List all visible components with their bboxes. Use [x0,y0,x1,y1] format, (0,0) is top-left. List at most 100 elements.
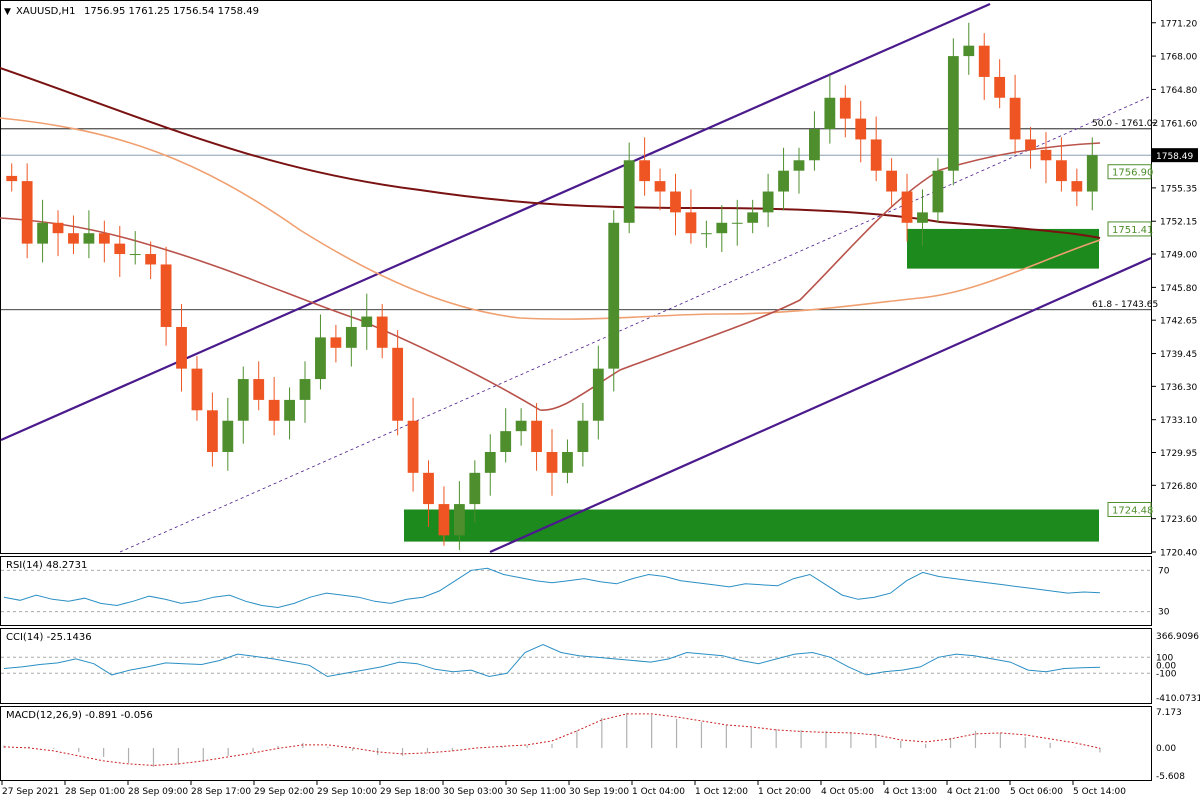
price-axis[interactable]: 1771.201768.001764.801761.601758.401755.… [1152,19,1197,559]
candle-body [546,451,558,473]
price-tick-label: 1733.10 [1160,416,1197,426]
indicator-panes: 7030366.90961000.00-100-410.07317.1730.0… [1,566,1200,782]
support-zones [404,228,1099,542]
candle-body [731,222,743,224]
time-tick-label: 1 Oct 20:00 [758,787,811,797]
candle-body [1071,181,1083,192]
price-tick-label: 1752.15 [1160,218,1197,228]
cci-tick-label: 366.9096 [1156,632,1199,642]
current-price-label: 1758.49 [1156,152,1193,162]
ohlc-readout: 1756.95 1761.25 1756.54 1758.49 [84,6,259,17]
cci-title: CCI(14) -25.1436 [6,632,92,643]
candle-body [639,160,651,182]
cci-tick-label: 0.00 [1156,661,1176,671]
candle-body [284,399,295,421]
cci-tick-label: -410.0731 [1156,694,1200,704]
rsi-pane-frame [0,556,1152,626]
price-tick-label: 1768.00 [1160,53,1197,63]
macd-title: MACD(12,26,9) -0.891 -0.056 [6,710,153,721]
resistance-zone-upper [907,228,1099,269]
candle-body [824,97,836,130]
candle-body [469,472,481,505]
candle-body [670,191,681,213]
candle-body [345,326,357,348]
candle-body [407,420,419,473]
fib-50-label: 50.0 - 1761.02 [1092,119,1158,129]
candle-body [886,170,898,192]
time-tick-label: 29 Sep 02:00 [254,787,314,797]
candle-body [947,56,959,171]
time-axis[interactable]: 27 Sep 2021 28 Sep 01:00 28 Sep 09:00 28 Se… [1,781,1126,797]
candle-body [608,222,620,369]
main-pane-frame [0,0,1152,554]
price-tick-label: 1755.35 [1160,184,1197,194]
candlesticks [6,22,1098,550]
drawn-trendlines[interactable] [0,2,1152,554]
candle-body [21,181,33,244]
candle-body [793,160,805,171]
candle-body [423,472,434,505]
macd-tick-label: -5.608 [1156,772,1185,782]
candle-body [299,379,311,400]
candle-body [654,181,666,192]
candle-body [330,337,342,348]
price-tick-label: 1761.60 [1160,119,1197,129]
price-tick-label: 1720.40 [1160,549,1197,559]
rsi-tick-label: 30 [1158,608,1170,618]
candle-body [392,347,404,421]
cci-line [3,643,1101,678]
candle-body [315,337,326,380]
price-tick-label: 1742.65 [1160,317,1197,327]
macd-pane-frame [0,706,1152,781]
ma-fast-line [0,117,1101,320]
price-tag-box [1107,221,1152,237]
candle-body [592,368,604,421]
price-tick-label: 1723.60 [1160,515,1197,525]
rsi-title: RSI(14) 48.2731 [6,560,87,571]
fib-618-label: 61.8 - 1743.65 [1092,300,1158,310]
candle-body [963,45,975,57]
time-tick-label: 1 Oct 04:00 [632,787,685,797]
candle-body [500,431,512,452]
candle-body [361,316,373,327]
channel-upper-line [0,2,991,442]
moving-averages [0,67,1101,411]
candle-body [453,504,465,536]
price-tick-label: 1764.80 [1160,86,1197,96]
candle-body [1009,97,1021,140]
candle-body [901,191,913,223]
candle-body [747,212,759,223]
candle-body [83,233,95,244]
candle-body [253,379,265,400]
rsi-tick-label: 70 [1158,566,1170,576]
candle-body [438,504,450,536]
time-tick-label: 4 Oct 13:00 [884,787,937,797]
candle-body [716,222,728,234]
time-tick-label: 4 Oct 21:00 [947,787,1000,797]
candle-body [237,379,249,421]
price-labels: 1756.90 1751.41 1724.48 1758.49 50.0 - 1761.… [1092,119,1198,517]
candle-body [809,129,820,161]
candle-body [870,139,882,171]
price-tag-label: 1756.90 [1112,168,1153,179]
candle-body [855,118,867,140]
channel-lower-line [489,256,1152,554]
candle-body [1056,160,1067,182]
candle-body [1086,155,1098,192]
macd-tick-label: 0.00 [1156,744,1176,754]
current-price-box [1152,148,1198,163]
chart-menu-triangle-icon[interactable]: ▼ [4,7,11,17]
candle-body [978,45,990,77]
time-tick-label: 28 Sep 01:00 [65,787,125,797]
price-tick-label: 1739.45 [1160,350,1197,360]
ma-mid-line [0,142,1101,411]
time-tick-label: 30 Sep 19:00 [569,787,629,797]
price-tick-label: 1726.80 [1160,482,1197,492]
candle-body [932,170,944,213]
time-tick-label: 29 Sep 10:00 [317,787,377,797]
candle-body [531,420,542,452]
candle-body [623,160,635,223]
macd-signal-line [3,713,1101,766]
